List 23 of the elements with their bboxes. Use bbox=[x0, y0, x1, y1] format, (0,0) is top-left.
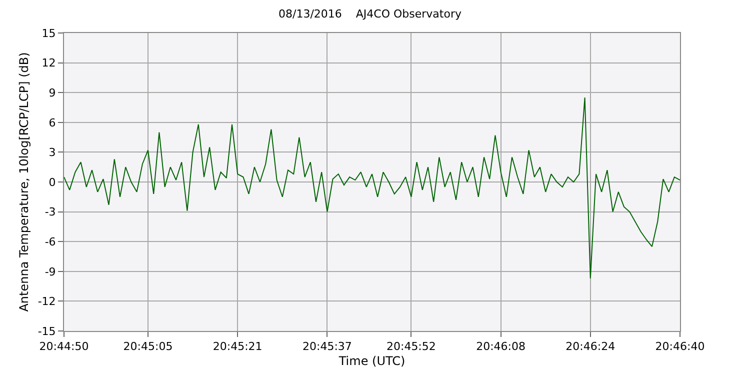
y-tick-label: -9 bbox=[44, 265, 56, 278]
y-tick-label: -6 bbox=[44, 235, 56, 248]
y-tick-label: 9 bbox=[48, 86, 56, 100]
y-tick-label: 6 bbox=[48, 116, 56, 130]
x-tick-label: 20:46:24 bbox=[566, 340, 616, 354]
x-tick-label: 20:46:08 bbox=[476, 340, 526, 354]
chart-title: 08/13/2016 AJ4CO Observatory bbox=[278, 7, 462, 20]
x-tick-label: 20:45:21 bbox=[212, 340, 262, 354]
y-tick-label: -12 bbox=[38, 295, 56, 308]
line-series bbox=[64, 97, 680, 279]
y-tick-label: -15 bbox=[38, 324, 56, 338]
x-tick-label: 20:44:50 bbox=[39, 340, 89, 354]
x-tick-label: 20:45:37 bbox=[302, 340, 352, 354]
x-tick-label: 20:45:05 bbox=[123, 340, 173, 354]
x-tick-label: 20:45:52 bbox=[386, 340, 436, 354]
y-tick-label: 15 bbox=[42, 26, 56, 40]
y-tick-label: -3 bbox=[44, 206, 56, 219]
x-tick-label: 20:46:40 bbox=[655, 340, 705, 354]
y-tick-label: 0 bbox=[48, 176, 56, 189]
x-axis-title: Time (UTC) bbox=[338, 354, 406, 368]
y-tick-label: 12 bbox=[42, 56, 56, 70]
y-tick-label: 3 bbox=[48, 146, 56, 160]
y-axis-title: Antenna Temperature, 10log[RCP/LCP] (dB) bbox=[17, 52, 32, 312]
